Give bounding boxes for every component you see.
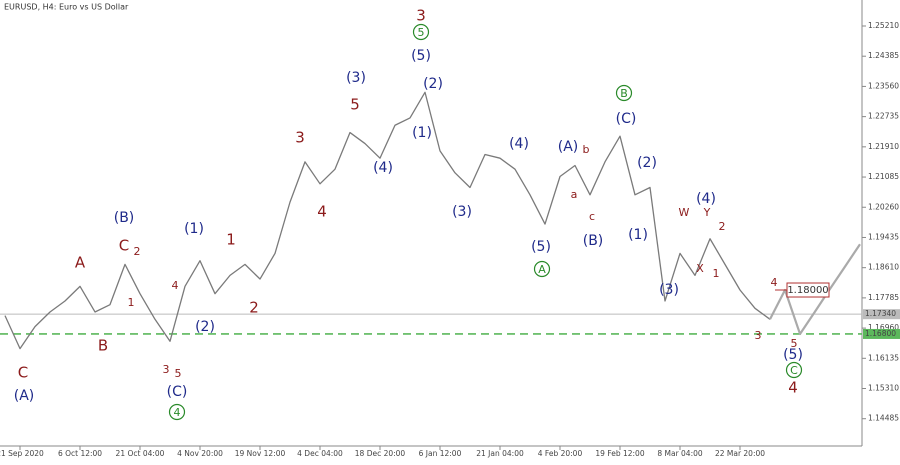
target-label: 1.18000 (787, 285, 828, 296)
wave-label: C (119, 237, 129, 255)
wave-label: (5) (531, 239, 551, 255)
wave-label: 3 (755, 329, 762, 342)
y-tick-label: 1.21910 (868, 142, 899, 151)
wave-circle (533, 260, 551, 278)
level-label: 1.17340 (865, 309, 896, 318)
wave-label: (1) (628, 227, 648, 243)
wave-label: 4 (771, 276, 778, 289)
wave-label: 2 (249, 299, 259, 317)
level-tag (863, 309, 900, 320)
y-tick-label: 1.16960 (868, 323, 899, 332)
x-tick-label: 4 Nov 20:00 (177, 449, 223, 458)
wave-label: (4) (509, 136, 529, 152)
y-tick-label: 1.20260 (868, 202, 899, 211)
x-tick-label: 21 Jan 04:00 (476, 449, 524, 458)
wave-label: 3 (295, 129, 305, 147)
wave-label: A (75, 254, 86, 272)
x-tick-label: 6 Oct 12:00 (58, 449, 102, 458)
wave-label: (A) (14, 388, 35, 404)
wave-label: W (679, 206, 690, 219)
wave-label: (B) (114, 210, 135, 226)
wave-label: a (571, 188, 578, 201)
wave-label: 4 (317, 203, 327, 221)
level-label: 1.16800 (865, 329, 896, 338)
wave-label: (5) (411, 48, 431, 64)
wave-label: b (583, 143, 590, 156)
wave-label: 4 (174, 406, 181, 419)
wave-circle (412, 23, 430, 41)
wave-label: (1) (412, 125, 432, 141)
wave-label: 2 (134, 245, 141, 258)
wave-label: 3 (163, 363, 170, 376)
wave-label: C (790, 364, 798, 377)
wave-label: (B) (583, 233, 604, 249)
wave-label: Y (703, 206, 711, 219)
price-line (4, 91, 771, 350)
y-tick-label: 1.23560 (868, 81, 899, 90)
wave-circle (168, 403, 186, 421)
y-tick-label: 1.17785 (868, 293, 899, 302)
level-tag (863, 328, 900, 339)
wave-label: (C) (616, 111, 637, 127)
wave-label: (3) (346, 70, 366, 86)
wave-label: 3 (416, 7, 426, 25)
wave-label: 5 (791, 337, 798, 350)
y-tick-label: 1.24385 (868, 51, 899, 60)
wave-label: (4) (373, 160, 393, 176)
x-tick-label: 22 Mar 20:00 (715, 449, 765, 458)
wave-label: (2) (423, 76, 443, 92)
wave-label: (3) (452, 204, 472, 220)
target-box (786, 282, 830, 298)
wave-label: c (589, 210, 595, 223)
x-tick-label: 19 Nov 12:00 (235, 449, 286, 458)
y-tick-label: 1.21085 (868, 172, 899, 181)
wave-label: B (98, 337, 108, 355)
y-tick-label: 1.18610 (868, 263, 899, 272)
y-tick-label: 1.14485 (868, 414, 899, 423)
y-tick-label: 1.25210 (868, 21, 899, 30)
wave-circle (615, 84, 633, 102)
wave-label: C (18, 364, 28, 382)
wave-label: (5) (783, 347, 803, 363)
wave-label: 1 (226, 231, 236, 249)
wave-label: (2) (195, 319, 215, 335)
wave-label: (C) (167, 384, 188, 400)
x-tick-label: 4 Dec 04:00 (297, 449, 343, 458)
x-tick-label: 18 Dec 20:00 (355, 449, 406, 458)
wave-label: (2) (637, 155, 657, 171)
y-tick-label: 1.22735 (868, 112, 899, 121)
x-tick-label: 4 Feb 20:00 (538, 449, 583, 458)
x-tick-label: 21 Oct 04:00 (116, 449, 165, 458)
y-tick-label: 1.19435 (868, 232, 899, 241)
wave-label: 2 (719, 220, 726, 233)
wave-label: (1) (184, 221, 204, 237)
wave-label: (3) (659, 282, 679, 298)
wave-circle (785, 361, 803, 379)
wave-label: B (620, 87, 628, 100)
wave-label: 5 (418, 26, 425, 39)
x-tick-label: 6 Jan 12:00 (419, 449, 462, 458)
wave-label: X (696, 262, 704, 275)
x-tick-label: 8 Mar 04:00 (657, 449, 703, 458)
x-tick-label: 19 Feb 12:00 (595, 449, 644, 458)
wave-label: (A) (558, 139, 579, 155)
wave-label: A (538, 263, 546, 276)
wave-label: 5 (175, 367, 182, 380)
chart-title: EURUSD, H4: Euro vs US Dollar (4, 3, 129, 12)
wave-label: 5 (350, 96, 360, 114)
wave-label: 1 (713, 267, 720, 280)
wave-label: 1 (128, 296, 135, 309)
wave-label: (4) (696, 191, 716, 207)
x-tick-label: 21 Sep 2020 (0, 449, 44, 458)
wave-label: 4 (788, 379, 798, 397)
y-tick-label: 1.15310 (868, 384, 899, 393)
wave-label: 4 (172, 279, 179, 292)
y-tick-label: 1.16135 (868, 353, 899, 362)
